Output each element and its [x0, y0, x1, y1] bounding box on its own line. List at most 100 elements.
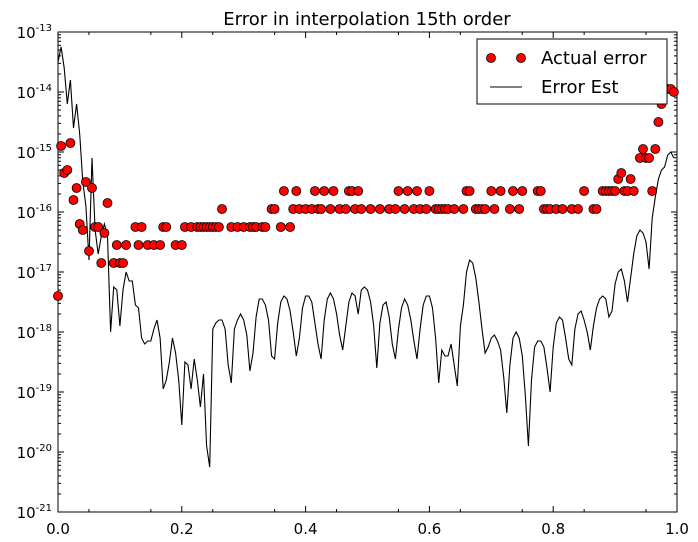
data-point-actual-error [399, 204, 410, 214]
series-layer [53, 46, 679, 468]
data-point-actual-error [133, 240, 144, 250]
y-tick-exponent: -18 [36, 323, 52, 334]
data-point-actual-error [155, 240, 166, 250]
y-tick-base: 10 [17, 324, 36, 342]
data-point-actual-error [591, 204, 602, 214]
data-point-actual-error [504, 204, 515, 214]
data-point-actual-error [291, 186, 302, 196]
data-point-actual-error [486, 186, 497, 196]
y-tick-base: 10 [17, 144, 36, 162]
data-point-actual-error [96, 258, 107, 268]
legend-label-error-est: Error Est [541, 77, 618, 98]
y-tick-base: 10 [17, 24, 36, 42]
data-point-actual-error [480, 204, 491, 214]
data-point-actual-error [628, 186, 639, 196]
y-tick-exponent: -21 [36, 503, 52, 514]
plot-frame [57, 31, 678, 513]
x-tick-label: 0.0 [46, 520, 70, 538]
data-point-actual-error [449, 204, 460, 214]
data-point-actual-error [517, 186, 528, 196]
x-tick-label: 0.8 [541, 520, 565, 538]
y-tick-label: 10-21 [17, 503, 52, 522]
y-tick-exponent: -13 [36, 23, 52, 34]
legend-marker-actual-error-1 [486, 53, 496, 63]
y-tick-base: 10 [17, 84, 36, 102]
y-tick-label: 10-19 [17, 383, 52, 402]
y-tick-base: 10 [17, 384, 36, 402]
data-point-actual-error [319, 186, 330, 196]
data-point-actual-error [275, 222, 286, 232]
data-point-actual-error [340, 204, 351, 214]
data-point-actual-error [644, 153, 654, 163]
x-tick-label: 0.2 [170, 520, 194, 538]
data-point-actual-error [316, 204, 327, 214]
data-point-actual-error [325, 204, 336, 214]
data-point-actual-error [650, 144, 661, 154]
data-point-actual-error [390, 204, 401, 214]
y-tick-exponent: -15 [36, 143, 52, 154]
data-point-actual-error [573, 204, 583, 214]
data-point-actual-error [269, 204, 280, 214]
legend-box [476, 38, 668, 105]
data-point-actual-error [458, 204, 469, 214]
data-point-actual-error [118, 258, 128, 268]
data-point-actual-error [616, 168, 627, 178]
y-tick-base: 10 [17, 504, 36, 522]
data-point-actual-error [353, 186, 364, 196]
data-point-actual-error [653, 117, 664, 127]
data-point-actual-error [102, 198, 113, 208]
data-point-actual-error [84, 246, 94, 256]
y-tick-exponent: -16 [36, 203, 52, 214]
data-point-actual-error [402, 186, 413, 196]
x-tick-label: 1.0 [665, 520, 689, 538]
data-point-actual-error [260, 222, 271, 232]
data-point-actual-error [393, 186, 404, 196]
data-point-actual-error [557, 204, 568, 214]
data-point-actual-error [309, 186, 320, 196]
y-tick-base: 10 [17, 444, 36, 462]
data-point-actual-error [647, 186, 658, 196]
data-point-actual-error [464, 186, 475, 196]
data-point-actual-error [77, 225, 88, 235]
y-tick-label: 10-14 [17, 83, 52, 102]
y-tick-label: 10-13 [17, 23, 52, 42]
data-point-actual-error [356, 204, 367, 214]
y-tick-exponent: -19 [36, 383, 52, 394]
data-point-actual-error [93, 222, 104, 232]
data-point-actual-error [412, 186, 422, 196]
series-markers-actual-error [53, 84, 679, 301]
data-point-actual-error [579, 186, 589, 196]
data-point-actual-error [421, 204, 432, 214]
data-point-actual-error [424, 186, 435, 196]
y-tick-label: 10-18 [17, 323, 52, 342]
data-point-actual-error [285, 222, 296, 232]
data-point-actual-error [508, 186, 518, 196]
data-point-actual-error [56, 141, 66, 151]
data-point-actual-error [610, 186, 620, 196]
data-point-actual-error [68, 195, 79, 205]
y-tick-label: 10-20 [17, 443, 52, 462]
data-point-actual-error [638, 144, 648, 154]
y-tick-base: 10 [17, 204, 36, 222]
axis-ticks: 0.0 0.2 0.4 0.6 0.8 1.010-2110-2010-1910-1810… [17, 23, 689, 538]
y-tick-label: 10-16 [17, 203, 52, 222]
y-tick-label: 10-17 [17, 263, 52, 282]
y-tick-label: 10-15 [17, 143, 52, 162]
data-point-actual-error [278, 186, 289, 196]
data-point-actual-error [71, 183, 82, 193]
data-point-actual-error [176, 240, 187, 250]
data-point-actual-error [136, 222, 147, 232]
data-point-actual-error [495, 186, 506, 196]
data-point-actual-error [213, 222, 224, 232]
data-point-actual-error [217, 204, 227, 214]
y-tick-exponent: -20 [36, 443, 52, 454]
data-point-actual-error [514, 204, 525, 214]
series-line-error-est [57, 46, 675, 468]
data-point-actual-error [161, 222, 172, 232]
legend: Actual error Error Est [476, 38, 668, 105]
y-tick-exponent: -14 [36, 83, 52, 94]
chart-title: Error in interpolation 15th order [223, 9, 511, 30]
legend-label-actual-error: Actual error [541, 48, 647, 69]
data-point-actual-error [625, 174, 636, 184]
